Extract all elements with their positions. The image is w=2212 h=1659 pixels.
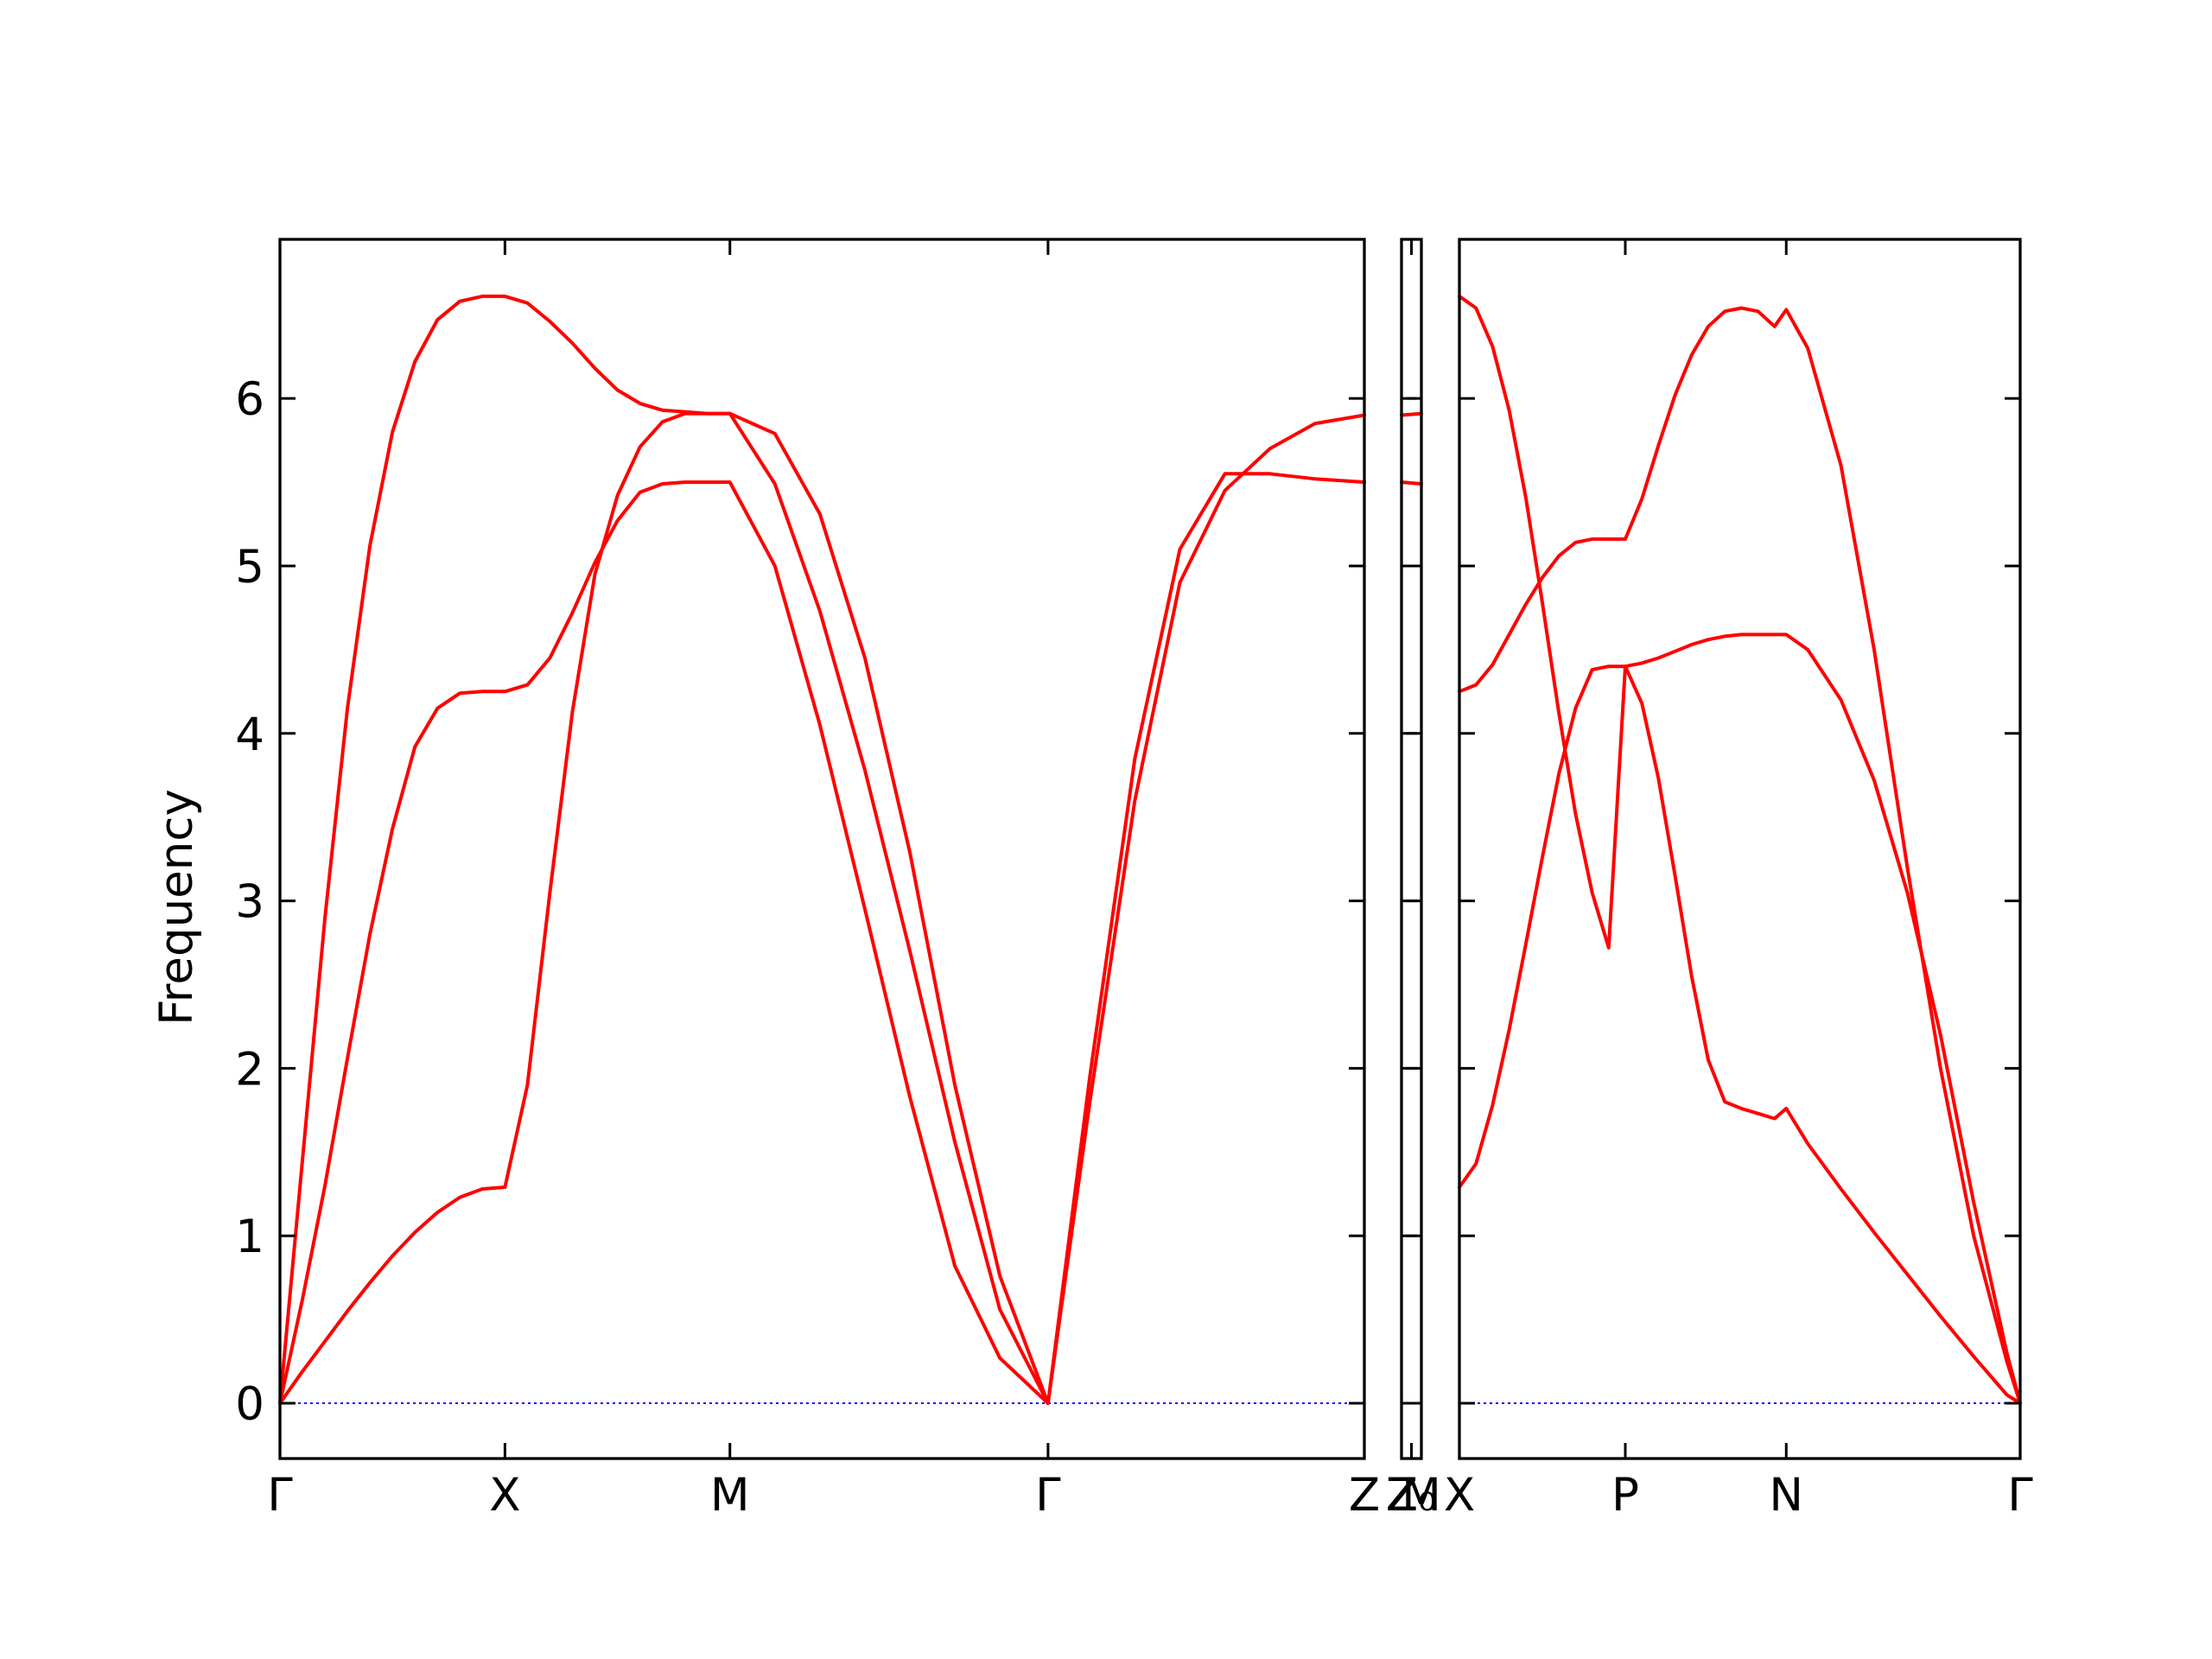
y-tick-label: 0	[235, 1378, 264, 1431]
x-tick-label: Γ	[2007, 1469, 2033, 1522]
x-tick-label: Z	[1349, 1469, 1380, 1522]
x-tick-label: M	[1402, 1469, 1441, 1522]
x-tick-label: X	[489, 1469, 520, 1522]
y-axis-label: Frequency	[150, 789, 203, 1026]
band-line-1	[1400, 480, 1423, 486]
x-tick-label: Γ	[1035, 1469, 1061, 1522]
x-tick-label: Z₀	[1387, 1469, 1437, 1522]
panel-1: Γ X M Γ Z 0 1 2 3 4 5 6	[235, 238, 1380, 1522]
band-line-3	[1458, 306, 2022, 1405]
x-tick-label: Z	[1386, 1469, 1417, 1522]
band-line-3	[278, 294, 1050, 1405]
y-tick-label: 5	[235, 541, 264, 594]
band-line-1	[1458, 632, 2022, 1405]
x-tick-label: N	[1769, 1469, 1803, 1522]
y-tick-label: 1	[235, 1211, 264, 1263]
axes-frame	[1458, 238, 2022, 1460]
axes-frame	[278, 238, 1366, 1460]
y-tick-label: 3	[235, 876, 264, 929]
x-tick-label: M	[710, 1469, 750, 1522]
y-tick-label: 2	[235, 1043, 264, 1096]
band-line-2	[278, 413, 1366, 1405]
x-tick-label: Γ	[267, 1469, 293, 1522]
y-tick-label: 4	[235, 709, 264, 761]
band-line-1	[278, 411, 1366, 1405]
y-tick-label: 6	[235, 373, 264, 426]
axes-frame	[1400, 238, 1423, 1460]
band-line-2	[1458, 294, 2022, 1405]
x-tick-label: P	[1611, 1469, 1639, 1522]
band-line-2	[1400, 411, 1423, 417]
x-tick-label: X	[1444, 1469, 1475, 1522]
